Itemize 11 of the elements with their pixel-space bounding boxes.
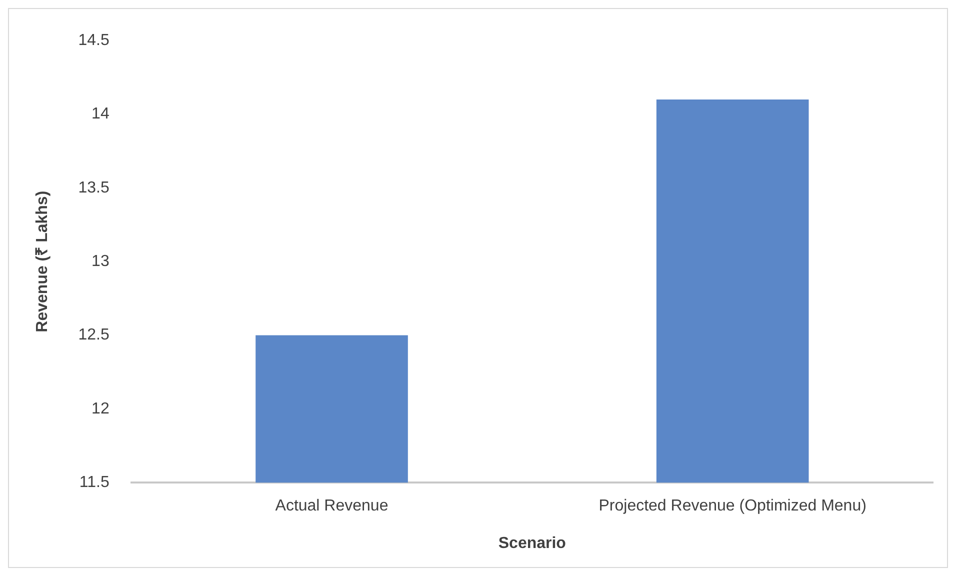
x-axis-title: Scenario bbox=[498, 534, 566, 552]
y-axis-title: Revenue (₹ Lakhs) bbox=[34, 190, 52, 332]
y-tick-label: 14.5 bbox=[78, 32, 110, 50]
x-tick-label: Projected Revenue (Optimized Menu) bbox=[598, 498, 866, 515]
y-tick-label: 13 bbox=[92, 253, 110, 270]
x-tick-label: Actual Revenue bbox=[275, 498, 388, 515]
y-tick-label: 12.5 bbox=[78, 326, 110, 344]
y-tick-label: 12 bbox=[92, 400, 110, 418]
y-tick-label: 11.5 bbox=[79, 474, 110, 492]
y-tick-label: 14 bbox=[92, 106, 110, 123]
y-tick-label: 13.5 bbox=[78, 179, 110, 196]
